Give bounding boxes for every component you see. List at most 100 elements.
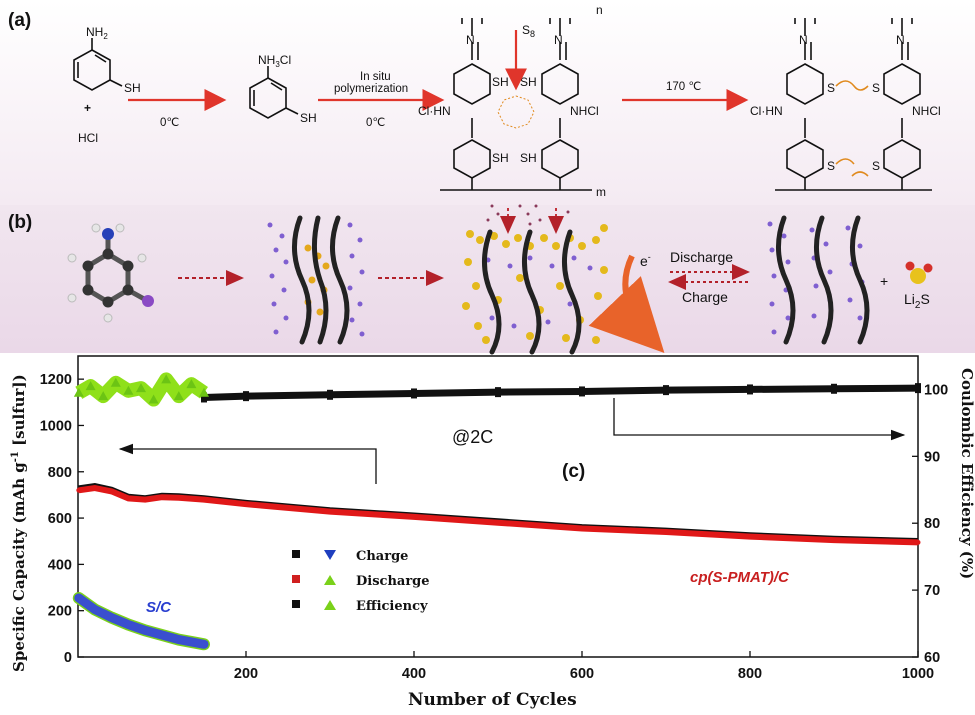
left-tick-label: 800 [48, 465, 72, 481]
left-tick-label: 600 [48, 511, 72, 527]
sc-efficiency-point [85, 381, 96, 391]
panel-c-label: (c) [562, 461, 585, 482]
sc-efficiency-point [136, 383, 146, 393]
right-tick-label: 100 [924, 382, 948, 398]
plus-li2s: + [880, 273, 888, 289]
pmat-discharge-point [125, 495, 131, 501]
legend-charge-label: Charge [356, 549, 408, 564]
legend-efficiency-square [292, 600, 300, 608]
thiol-group-1: SH [124, 81, 141, 95]
imine-n-1: N [466, 33, 475, 47]
panel-b: (b) [8, 204, 933, 355]
sc-capacity-point [74, 594, 83, 602]
sc-capacity-line [74, 593, 209, 649]
sc-efficiency-point [173, 391, 184, 401]
li2s-label: Li2S [904, 291, 930, 311]
pmat-efficiency-point [243, 391, 249, 402]
s8-label: S8 [522, 23, 535, 39]
legend-discharge-square [292, 575, 300, 583]
step2-label-line1: In situ [360, 71, 391, 83]
legend-charge-square [292, 550, 300, 558]
sc-series-label: S/C [146, 599, 172, 616]
left-axis: 0 200 400 600 800 1000 1200 [40, 372, 84, 666]
legend-discharge-triangle [324, 575, 336, 585]
product-s-1: S [827, 81, 835, 95]
polymer-sh-3: SH [492, 151, 509, 165]
step1-temperature: 0℃ [160, 117, 179, 129]
polysulfide-bridge-lower [835, 158, 855, 165]
polymer-clhn-label: Cl·HN [418, 104, 451, 118]
anilinium-salt-molecule [249, 66, 299, 119]
y-axis-left-label: Specific Capacity (mAh g-1 [sulfur]) [10, 374, 28, 672]
pmat-discharge-point [159, 494, 165, 500]
sc-capacity-point [200, 641, 208, 649]
imine-n-2: N [554, 33, 563, 47]
legend-discharge-label: Discharge [356, 574, 430, 589]
sc-efficiency-point [110, 377, 121, 387]
x-tick-label: 1000 [902, 666, 934, 682]
charge-label: Charge [682, 289, 728, 305]
sc-efficiency-point [73, 387, 84, 397]
pmat-discharge-point [243, 501, 249, 507]
right-tick-label: 90 [924, 449, 940, 465]
sc-efficiency-point [161, 374, 172, 384]
sc-capacity-point [124, 621, 133, 629]
polymer-chains-3 [767, 215, 870, 345]
panel-a: (a) NH2 SH + HCl 0℃ NH3Cl SH In situ pol… [8, 3, 941, 199]
product-clhn-label: Cl·HN [750, 104, 783, 118]
polymer-chains-1 [267, 215, 365, 345]
x-tick-label: 200 [234, 666, 258, 682]
panel-b-label: (b) [8, 212, 32, 233]
pmat-discharge-point [495, 520, 501, 526]
x-tick-label: 800 [738, 666, 762, 682]
y-axis-right-label: Coulombic Efficiency (%) [958, 368, 975, 579]
pmat-series-label: cp(S-PMAT)/C [690, 569, 790, 586]
pmat-efficiency-point [201, 392, 207, 403]
right-axis: 60 70 80 90 100 [912, 382, 948, 666]
li2s-molecule [905, 261, 933, 284]
plot-area [77, 355, 919, 658]
ball-stick-molecule [67, 223, 154, 323]
left-tick-label: 400 [48, 557, 72, 573]
pmat-efficiency-point [831, 383, 837, 394]
panel-c: 0 200 400 600 800 1000 1200 60 70 80 90 100 200 400… [10, 355, 975, 710]
pmat-efficiency-point [663, 385, 669, 396]
left-axis-indicator [118, 443, 377, 484]
product-nhcl-label: NHCl [912, 104, 941, 118]
polymer-m-index: m [596, 185, 606, 199]
step3-temperature: 170 ℃ [666, 81, 701, 93]
step2-label-line2: polymerization [334, 83, 408, 95]
pmat-efficiency-point [747, 384, 753, 395]
sc-capacity-point [158, 632, 166, 640]
pmat-discharge-point [92, 485, 98, 491]
electron-label: e- [640, 252, 651, 269]
electron-arrow [588, 254, 665, 354]
product-imine-n-1: N [799, 33, 808, 47]
sc-efficiency-point [98, 391, 109, 401]
left-tick-label: 1200 [40, 372, 72, 388]
polymer-sh-4: SH [520, 151, 537, 165]
sc-efficiency-point [148, 394, 159, 404]
x-tick-label: 600 [570, 666, 594, 682]
pmat-efficiency-point [495, 387, 501, 398]
sc-capacity-point [174, 636, 183, 644]
rate-label: @2C [452, 427, 493, 447]
step2-temperature: 0℃ [366, 117, 385, 129]
panel-a-label: (a) [8, 10, 31, 31]
legend-efficiency-label: Efficiency [356, 599, 428, 614]
data-series [72, 372, 921, 651]
pmat-efficiency-point [327, 389, 333, 400]
right-tick-label: 60 [924, 650, 940, 666]
sc-efficiency-point [199, 387, 209, 397]
polymer-sh-1: SH [492, 75, 509, 89]
x-axis-label: Number of Cycles [408, 690, 577, 710]
right-tick-label: 80 [924, 516, 940, 532]
sc-capacity-point [141, 627, 150, 635]
pmat-discharge-point [747, 534, 753, 540]
right-axis-indicator [613, 398, 906, 441]
pmat-discharge-point [327, 509, 333, 515]
product-s-3: S [827, 159, 835, 173]
sc-efficiency-point [186, 379, 197, 389]
pmat-efficiency-point [915, 383, 921, 394]
pmat-discharge-point [142, 497, 148, 503]
